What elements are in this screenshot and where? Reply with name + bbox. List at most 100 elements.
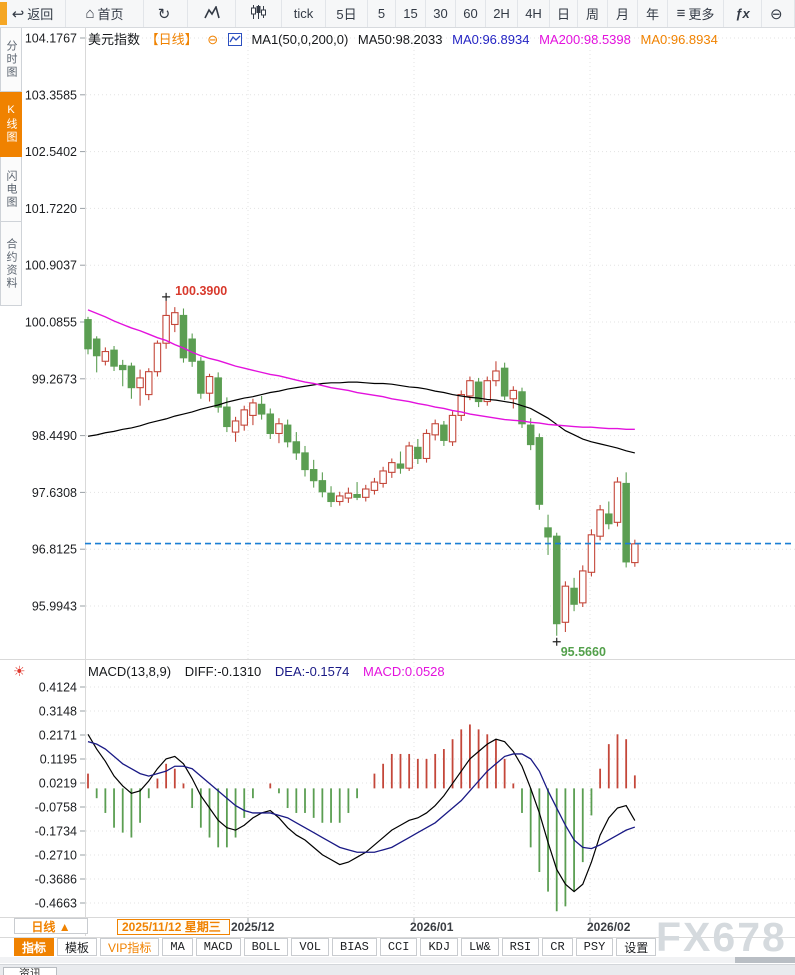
svg-text:0.0219: 0.0219 (39, 777, 77, 791)
sidebar-tab-4[interactable]: 合约资料 (0, 222, 22, 306)
app-corner-accent (0, 2, 7, 25)
top-toolbar: ↩ 返回 ⌂ 首页 ↻ tick (0, 0, 795, 28)
ma0-value-blue: MA0:96.8934 (452, 32, 530, 47)
svg-text:103.3585: 103.3585 (25, 88, 77, 102)
high-price-annotation: 100.3900 (175, 284, 227, 298)
interval-月-button[interactable]: 月 (608, 0, 638, 27)
interval-2H-button[interactable]: 2H (486, 0, 518, 27)
svg-text:100.9037: 100.9037 (25, 259, 77, 273)
interval-年-button[interactable]: 年 (638, 0, 668, 27)
more-label: 更多 (688, 7, 715, 22)
indicator-tab-指标[interactable]: 指标 (14, 938, 55, 956)
formula-button[interactable]: ƒx (724, 0, 762, 27)
period-selector[interactable]: 日线 ▲ (14, 918, 88, 934)
svg-text:104.1767: 104.1767 (25, 32, 77, 46)
indicator-tab-KDJ[interactable]: KDJ (420, 938, 459, 956)
indicator-settings-icon[interactable]: ☀ (13, 663, 26, 679)
more-button[interactable]: ≡ 更多 (668, 0, 724, 27)
interval-15-button[interactable]: 15 (396, 0, 426, 27)
svg-text:-0.3686: -0.3686 (35, 873, 77, 887)
candle-chart-mode-button[interactable] (236, 0, 282, 27)
dea-value: DEA:-0.1574 (274, 664, 350, 679)
interval-5-button[interactable]: 5 (368, 0, 396, 27)
zoom-out-button[interactable]: ⊖ (762, 0, 795, 27)
chart-mode-sidebar: 分时图 K线图 闪电图 合约资料 (0, 28, 22, 306)
svg-text:0.2171: 0.2171 (39, 729, 77, 743)
svg-text:101.7220: 101.7220 (25, 202, 77, 216)
svg-text:-0.1734: -0.1734 (35, 825, 77, 839)
low-price-annotation: 95.5660 (561, 645, 606, 659)
svg-text:0.1195: 0.1195 (40, 753, 77, 767)
interval-60-button[interactable]: 60 (456, 0, 486, 27)
ma50-value: MA50:98.2033 (357, 32, 443, 47)
svg-text:102.5402: 102.5402 (25, 145, 77, 159)
ma200-value: MA200:98.5398 (539, 32, 631, 47)
horizontal-scrollbar-track[interactable] (0, 957, 795, 963)
interval-tick-button[interactable]: tick (282, 0, 326, 27)
indicator-tab-CCI[interactable]: CCI (379, 938, 418, 956)
collapse-pane-icon[interactable]: ⊖ (207, 32, 219, 47)
news-tab[interactable]: 资讯 (3, 967, 57, 975)
indicator-tab-MA[interactable]: MA (162, 938, 193, 956)
indicator-tab-MACD[interactable]: MACD (195, 938, 241, 956)
back-button[interactable]: ↩ 返回 (0, 0, 66, 27)
sidebar-tab-1[interactable]: 分时图 (0, 28, 22, 92)
day5-label: 5日 (336, 7, 357, 22)
diff-line (87, 733, 636, 893)
sidebar-tab-2[interactable]: K线图 (0, 92, 22, 157)
interval-周-button[interactable]: 周 (578, 0, 608, 27)
macd-value: MACD:0.0528 (362, 664, 445, 679)
fx678-watermark: FX678 (656, 914, 787, 960)
svg-text:0.4124: 0.4124 (39, 681, 77, 695)
svg-text:0.3148: 0.3148 (39, 705, 77, 719)
x-label-feb: 2026/02 (587, 920, 631, 934)
ma-definition: MA1(50,0,200,0) (251, 32, 349, 47)
refresh-button[interactable]: ↻ (144, 0, 188, 27)
low-cross-marker (552, 637, 561, 646)
macd-definition: MACD(13,8,9) (88, 664, 172, 679)
svg-text:99.2673: 99.2673 (32, 372, 77, 386)
indicator-tab-LW&[interactable]: LW& (461, 938, 499, 956)
interval-30-button[interactable]: 30 (426, 0, 456, 27)
indicator-tab-设置[interactable]: 设置 (616, 938, 657, 956)
crosshair-date-box (117, 919, 230, 935)
ma200-line (87, 309, 635, 430)
tick-label: tick (293, 6, 314, 21)
svg-text:95.9943: 95.9943 (32, 600, 77, 614)
candles-group (84, 300, 639, 636)
home-button[interactable]: ⌂ 首页 (66, 0, 144, 27)
indicator-tab-RSI[interactable]: RSI (501, 938, 540, 956)
svg-text:100.0855: 100.0855 (25, 316, 77, 330)
interval-5day-button[interactable]: 5日 (326, 0, 368, 27)
macd-pane-header: MACD(13,8,9) DIFF:-0.1310 DEA:-0.1574 MA… (88, 664, 455, 679)
interval-4H-button[interactable]: 4H (518, 0, 550, 27)
indicator-tab-模板[interactable]: 模板 (57, 938, 98, 956)
indicator-tabbar: 指标 模板 VIP指标 MA MACD BOLL VOL BIAS CCI KDJ LW& RSI CR… (14, 938, 659, 958)
zoom-out-icon: ⊖ (770, 5, 783, 23)
indicator-tab-BOLL[interactable]: BOLL (243, 938, 289, 956)
period-badge: 【日线】 (145, 32, 198, 47)
indicator-tab-PSY[interactable]: PSY (575, 938, 614, 956)
svg-text:-0.4663: -0.4663 (35, 897, 77, 911)
svg-text:96.8125: 96.8125 (32, 543, 77, 557)
crosshair-date-label: 2025/11/12 星期三 (122, 919, 221, 934)
sidebar-tab-3[interactable]: 闪电图 (0, 157, 22, 222)
interval-日-button[interactable]: 日 (550, 0, 578, 27)
hamburger-icon: ≡ (676, 5, 686, 22)
fx-icon: ƒx (735, 6, 750, 21)
svg-text:98.4490: 98.4490 (32, 429, 77, 443)
dea-line (87, 741, 636, 853)
line-chart-mode-button[interactable] (188, 0, 236, 27)
x-label-jan: 2026/01 (410, 920, 454, 934)
indicator-tab-VOL[interactable]: VOL (291, 938, 330, 956)
mountain-chart-icon (203, 4, 220, 22)
macd-histogram-group (87, 724, 636, 912)
x-label-dec: 2025/12 (231, 920, 275, 934)
indicator-tab-BIAS[interactable]: BIAS (332, 938, 377, 956)
indicator-tab-VIP指标[interactable]: VIP指标 (100, 938, 160, 956)
horizontal-scrollbar-thumb[interactable] (735, 957, 795, 963)
indicator-tab-CR[interactable]: CR (542, 938, 573, 956)
back-label: 返回 (27, 7, 54, 22)
